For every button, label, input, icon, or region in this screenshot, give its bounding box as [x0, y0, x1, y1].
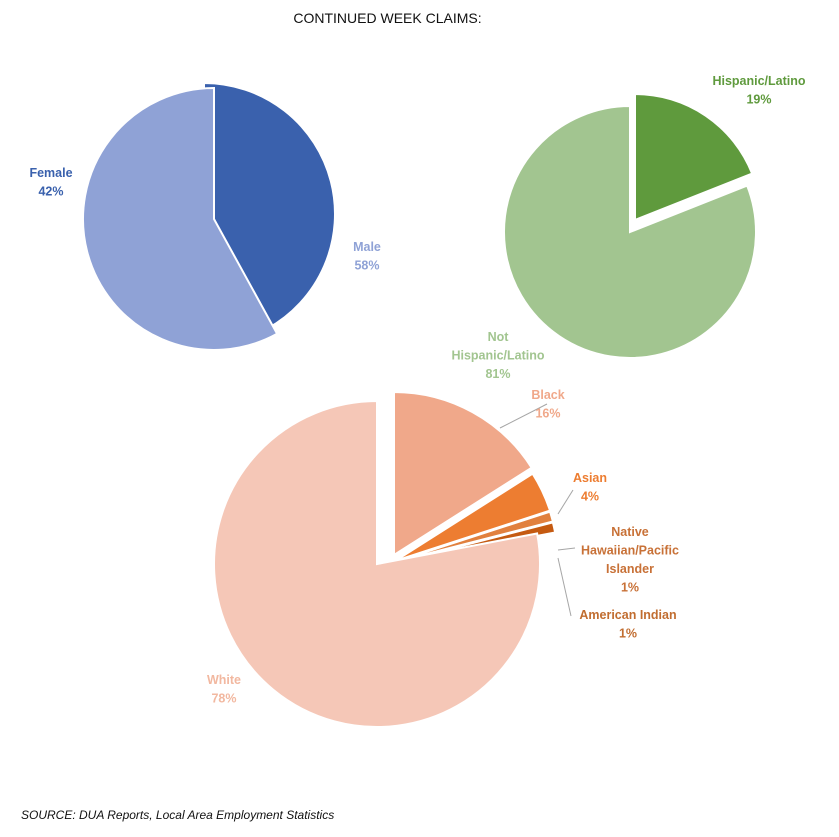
- leader-line-american-indian: [557, 557, 572, 617]
- label-female: Female 42%: [29, 166, 72, 199]
- label-native-hawaiian-pacific-islander: Native Hawaiian/Pacific Islander 1%: [581, 525, 679, 595]
- leader-line-black: [499, 403, 548, 429]
- slice-not-hispanic-latino: [503, 104, 757, 359]
- leader-line-asian: [557, 489, 574, 515]
- pie-race: Black 16% Asian 4% Native Hawaiian/Pacific Isl…: [207, 388, 679, 728]
- slice-hispanic-latino: [634, 92, 754, 222]
- page-title: CONTINUED WEEK CLAIMS:: [293, 10, 482, 26]
- leader-line-native-hawaiian-pacific-islander: [557, 547, 576, 551]
- pie-ethnicity: Hispanic/Latino 19% Not Hispanic/Latino 81%: [451, 74, 805, 381]
- slice-black: [393, 390, 534, 557]
- label-male: Male 58%: [353, 240, 381, 273]
- label-american-indian: American Indian 1%: [579, 608, 676, 641]
- slice-male: [82, 86, 279, 351]
- label-black: Black 16%: [531, 388, 564, 421]
- pie-gender: Female 42% Male 58%: [29, 81, 381, 351]
- label-asian: Asian 4%: [573, 471, 607, 504]
- label-hispanic-latino: Hispanic/Latino 19%: [712, 74, 805, 107]
- source-note: SOURCE: DUA Reports, Local Area Employme…: [21, 808, 335, 822]
- label-not-hispanic-latino: Not Hispanic/Latino 81%: [451, 330, 544, 381]
- label-white: White 78%: [207, 673, 241, 706]
- slice-white: [213, 399, 541, 728]
